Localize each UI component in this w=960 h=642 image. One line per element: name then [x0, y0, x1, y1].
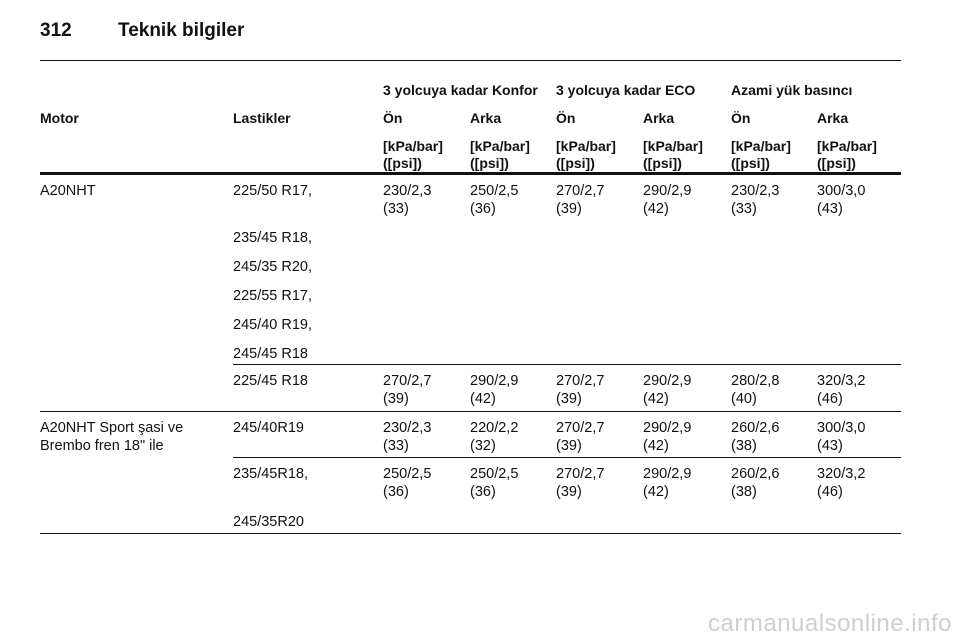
tire-size: 245/35 R20,	[233, 259, 313, 275]
row-divider	[40, 411, 901, 412]
column-header-tires: Lastikler	[233, 110, 291, 126]
pressure-value: 230/2,3 (33)	[731, 183, 780, 217]
tire-size: 245/45 R18	[233, 346, 308, 362]
watermark-text: carmanualsonline.info	[708, 610, 952, 637]
subheader-front: Ön	[731, 110, 751, 126]
pressure-value: 290/2,9 (42)	[643, 183, 692, 217]
group-header-max-load: Azami yük basıncı	[731, 82, 853, 98]
tire-size: 235/45 R18,	[233, 230, 313, 246]
row-divider	[233, 364, 901, 365]
tire-size: 225/50 R17,	[233, 183, 313, 199]
tire-size: 245/40 R19,	[233, 317, 313, 333]
group-header-eco: 3 yolcuya kadar ECO	[556, 82, 696, 98]
pressure-value: 270/2,7 (39)	[556, 373, 605, 407]
motor-cell: A20NHT	[40, 183, 96, 199]
pressure-value: 300/3,0 (43)	[817, 420, 866, 454]
tire-size: 225/45 R18	[233, 373, 308, 389]
table-bottom-rule	[40, 533, 901, 534]
header-rule	[40, 60, 901, 61]
subheader-rear: Arka	[470, 110, 502, 126]
unit-label: [kPa/bar] ([psi])	[817, 138, 877, 171]
unit-label: [kPa/bar] ([psi])	[556, 138, 616, 171]
pressure-value: 270/2,7 (39)	[556, 420, 605, 454]
pressure-value: 230/2,3 (33)	[383, 183, 432, 217]
page-number: 312	[40, 20, 72, 41]
subheader-rear: Arka	[817, 110, 849, 126]
subheader-front: Ön	[383, 110, 403, 126]
tire-size: 245/40R19	[233, 420, 304, 436]
pressure-value: 250/2,5 (36)	[470, 183, 519, 217]
pressure-value: 300/3,0 (43)	[817, 183, 866, 217]
pressure-value: 320/3,2 (46)	[817, 373, 866, 407]
pressure-value: 230/2,3 (33)	[383, 420, 432, 454]
subheader-front: Ön	[556, 110, 576, 126]
tire-size: 225/55 R17,	[233, 288, 313, 304]
pressure-value: 260/2,6 (38)	[731, 420, 780, 454]
pressure-value: 260/2,6 (38)	[731, 466, 780, 500]
pressure-value: 270/2,7 (39)	[383, 373, 432, 407]
pressure-value: 220/2,2 (32)	[470, 420, 519, 454]
row-divider	[233, 457, 901, 458]
pressure-value: 270/2,7 (39)	[556, 183, 605, 217]
page-title: Teknik bilgiler	[118, 20, 245, 41]
subheader-rear: Arka	[643, 110, 675, 126]
pressure-value: 320/3,2 (46)	[817, 466, 866, 500]
unit-label: [kPa/bar] ([psi])	[731, 138, 791, 171]
pressure-value: 290/2,9 (42)	[643, 420, 692, 454]
pressure-value: 250/2,5 (36)	[470, 466, 519, 500]
column-header-motor: Motor	[40, 110, 79, 126]
tire-size: 245/35R20	[233, 514, 304, 530]
pressure-value: 270/2,7 (39)	[556, 466, 605, 500]
pressure-value: 290/2,9 (42)	[643, 373, 692, 407]
pressure-value: 280/2,8 (40)	[731, 373, 780, 407]
pressure-value: 290/2,9 (42)	[470, 373, 519, 407]
group-header-konfor: 3 yolcuya kadar Konfor	[383, 82, 538, 98]
pressure-value: 290/2,9 (42)	[643, 466, 692, 500]
unit-label: [kPa/bar] ([psi])	[643, 138, 703, 171]
header-bottom-rule	[40, 172, 901, 175]
motor-cell: A20NHT Sport şasi ve Brembo fren 18" ile	[40, 420, 184, 454]
tire-size: 235/45R18,	[233, 466, 308, 482]
unit-label: [kPa/bar] ([psi])	[383, 138, 443, 171]
pressure-value: 250/2,5 (36)	[383, 466, 432, 500]
unit-label: [kPa/bar] ([psi])	[470, 138, 530, 171]
